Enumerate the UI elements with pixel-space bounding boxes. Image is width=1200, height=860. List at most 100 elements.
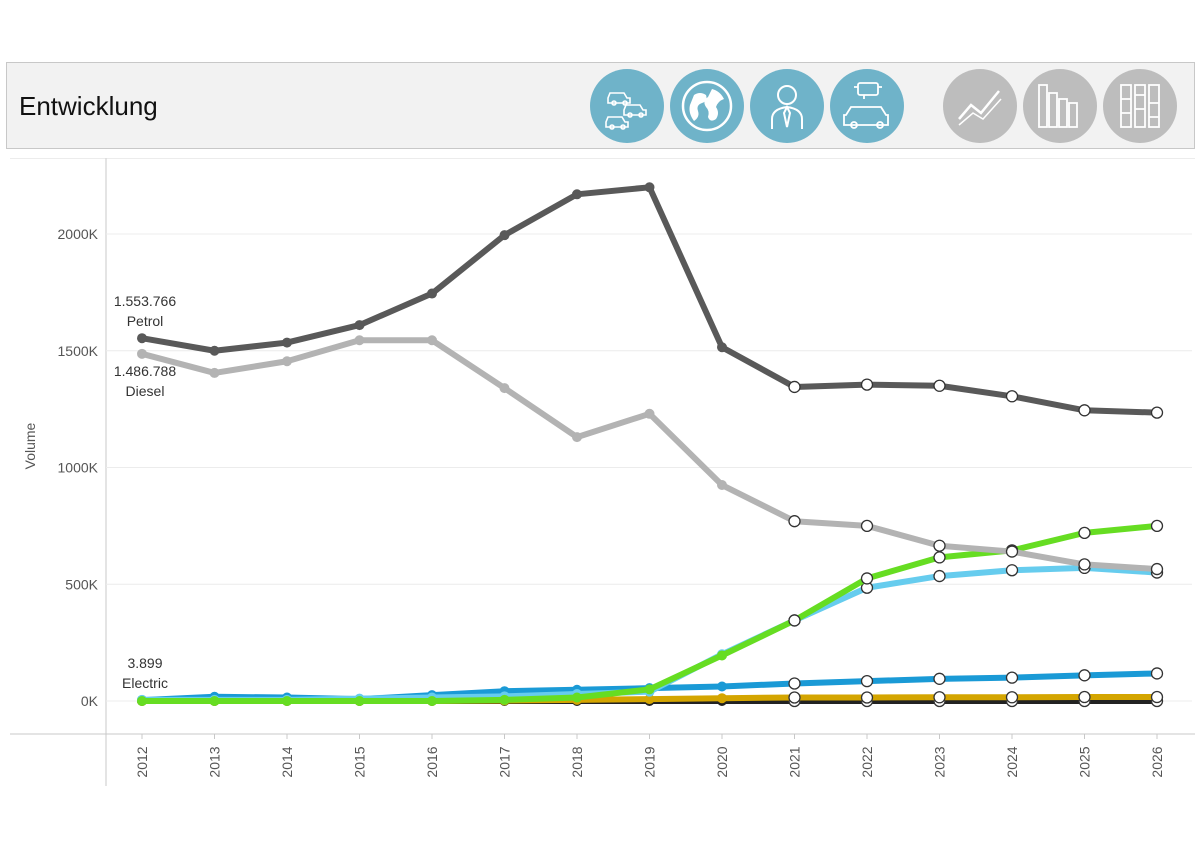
forecast-point xyxy=(1150,406,1164,419)
series-name-label: Electric xyxy=(122,675,168,691)
data-point xyxy=(209,696,220,706)
forecast-point xyxy=(1005,390,1019,403)
forecast-point xyxy=(933,379,946,392)
forecast-point xyxy=(860,675,874,688)
series-name-label: Diesel xyxy=(126,383,165,399)
data-point xyxy=(427,335,437,346)
x-tick-label: 2015 xyxy=(352,746,368,777)
forecast-point xyxy=(1005,671,1019,684)
data-point xyxy=(717,480,727,491)
y-tick-label: 500K xyxy=(65,576,98,592)
forecast-point xyxy=(1078,404,1091,417)
data-point xyxy=(572,189,582,200)
data-point xyxy=(717,342,727,353)
data-point xyxy=(644,684,655,695)
data-point xyxy=(499,694,510,705)
data-point xyxy=(717,650,727,661)
forecast-point xyxy=(788,677,801,690)
forecast-point xyxy=(860,519,874,533)
data-point xyxy=(209,367,220,378)
forecast-point xyxy=(788,614,801,627)
forecast-point xyxy=(1005,545,1019,558)
forecast-point xyxy=(1150,690,1164,704)
stacked-bar-button[interactable] xyxy=(1103,69,1177,143)
data-point xyxy=(282,356,292,367)
cars-button[interactable] xyxy=(590,69,664,143)
y-tick-label: 0K xyxy=(81,693,99,709)
forecast-point xyxy=(1150,519,1164,533)
x-tick-label: 2022 xyxy=(859,746,875,777)
data-point xyxy=(644,182,655,193)
data-point xyxy=(354,696,365,706)
x-tick-label: 2018 xyxy=(569,746,585,777)
forecast-point xyxy=(860,572,874,585)
data-point xyxy=(499,383,510,394)
forecast-point xyxy=(1078,526,1091,540)
globe-icon xyxy=(681,80,733,132)
person-button[interactable] xyxy=(750,69,824,143)
x-tick-label: 2021 xyxy=(787,746,803,777)
forecast-point xyxy=(1005,691,1019,704)
forecast-point xyxy=(933,569,946,583)
data-point xyxy=(717,681,727,692)
forecast-point xyxy=(788,380,801,394)
bar-chart-icon xyxy=(1038,84,1078,128)
chart-area: 0K 500K 1000K 1500K 2000K Volume 2012 2013 2014 2… xyxy=(10,158,1195,788)
data-point xyxy=(644,408,655,419)
y-axis-title: Volume xyxy=(22,422,38,469)
data-value-label: 1.486.788 xyxy=(114,363,176,379)
forecast-point xyxy=(1150,562,1164,576)
forecast-point xyxy=(860,378,874,391)
data-point xyxy=(137,696,147,706)
x-tick-label: 2017 xyxy=(497,746,513,777)
x-tick-label: 2026 xyxy=(1149,746,1165,777)
x-tick-label: 2023 xyxy=(932,746,948,777)
y-tick-label: 2000K xyxy=(58,226,99,242)
data-point xyxy=(717,693,727,704)
data-point xyxy=(499,230,510,241)
globe-button[interactable] xyxy=(670,69,744,143)
x-tick-label: 2013 xyxy=(207,746,223,777)
data-point xyxy=(137,348,147,359)
line-chart-icon xyxy=(958,90,1002,126)
data-point xyxy=(282,696,292,706)
data-value-label: 1.553.766 xyxy=(114,293,176,309)
data-point xyxy=(354,335,365,346)
data-point xyxy=(137,333,147,344)
forecast-point xyxy=(933,539,946,552)
forecast-point xyxy=(1078,669,1091,682)
header-bar: Entwicklung xyxy=(6,62,1195,149)
forecast-point xyxy=(1150,667,1164,680)
series-line xyxy=(139,184,1160,416)
y-tick-label: 1500K xyxy=(58,343,99,359)
data-point xyxy=(427,696,437,706)
x-tick-label: 2016 xyxy=(424,746,440,777)
page-title: Entwicklung xyxy=(19,91,158,121)
x-tick-label: 2012 xyxy=(134,746,150,777)
data-point xyxy=(354,320,365,331)
line-chart-button[interactable] xyxy=(943,69,1017,143)
x-tick-label: 2025 xyxy=(1077,746,1093,777)
bar-chart-button[interactable] xyxy=(1023,69,1097,143)
engine-car-button[interactable] xyxy=(830,69,904,143)
x-tick-label: 2014 xyxy=(279,746,295,777)
x-tick-label: 2024 xyxy=(1004,746,1020,777)
y-tick-label: 1000K xyxy=(58,460,99,476)
data-point xyxy=(282,337,292,348)
cars-icon xyxy=(605,92,647,130)
data-value-label: 3.899 xyxy=(127,655,162,671)
data-point xyxy=(209,345,220,356)
line-chart: 0K 500K 1000K 1500K 2000K Volume 2012 2013 2014 2… xyxy=(10,158,1195,786)
forecast-point xyxy=(933,691,946,704)
series-name-label: Petrol xyxy=(127,313,164,329)
forecast-point xyxy=(1078,558,1091,571)
x-tick-label: 2020 xyxy=(714,746,730,777)
data-point xyxy=(427,288,437,299)
forecast-point xyxy=(933,672,946,685)
data-point xyxy=(572,432,582,443)
data-point xyxy=(572,692,582,703)
forecast-point xyxy=(788,515,801,528)
series-line xyxy=(139,337,1160,573)
stacked-bar-icon xyxy=(1120,84,1160,128)
forecast-point xyxy=(788,691,801,704)
